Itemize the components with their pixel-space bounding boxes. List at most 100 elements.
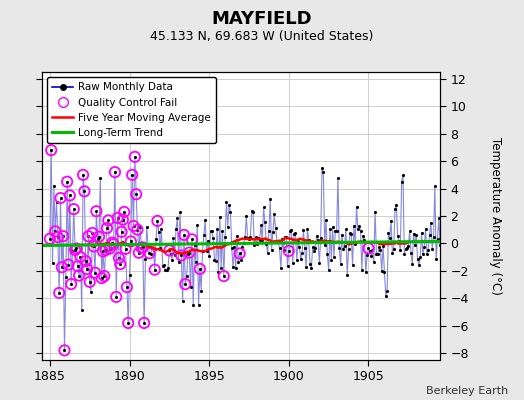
Point [122,246,130,252]
Point [352,204,361,210]
Point [372,251,380,258]
Point [195,266,204,272]
Point [70,206,78,212]
Point [135,250,143,256]
Point [130,154,139,160]
Point [344,246,353,252]
Point [217,265,225,272]
Point [400,250,409,257]
Point [275,245,283,252]
Point [195,266,204,272]
Point [389,246,398,252]
Point [264,250,272,256]
Point [250,242,258,248]
Point [82,258,90,264]
Point [110,241,118,248]
Point [383,288,391,295]
Point [220,273,228,279]
Point [105,246,114,252]
Point [132,191,140,198]
Point [117,229,126,235]
Point [392,202,400,208]
Point [387,218,395,224]
Point [60,347,69,354]
Point [281,234,289,240]
Point [185,249,193,256]
Point [406,228,414,234]
Point [341,243,349,249]
Point [312,233,321,239]
Point [262,241,270,247]
Point [297,256,305,262]
Point [91,270,99,276]
Point [122,246,130,252]
Point [244,235,252,242]
Point [336,261,345,267]
Point [153,218,161,224]
Point [85,279,94,285]
Point [298,250,307,256]
Point [139,244,147,251]
Point [127,238,135,245]
Point [391,206,399,212]
Point [80,188,89,194]
Point [187,284,195,290]
Point [179,298,187,304]
Point [274,239,282,245]
Point [210,256,219,263]
Point [330,254,338,260]
Point [113,215,122,221]
Point [239,239,248,246]
Point [152,236,160,242]
Point [100,273,108,279]
Point [85,279,94,285]
Point [82,258,90,264]
Point [130,154,139,160]
Point [51,228,59,234]
Point [46,236,54,242]
Point [120,209,128,215]
Point [143,224,151,230]
Point [188,236,196,242]
Point [90,243,98,250]
Point [354,225,362,232]
Point [421,226,430,232]
Point [67,281,75,287]
Point [161,267,170,274]
Point [47,147,56,153]
Point [229,264,237,271]
Point [72,245,81,252]
Point [206,228,215,234]
Point [266,196,275,202]
Point [181,281,190,287]
Point [252,234,260,240]
Point [117,229,126,235]
Point [48,260,57,266]
Point [364,245,373,252]
Point [363,252,372,258]
Point [302,264,310,270]
Point [115,255,123,261]
Point [443,232,451,238]
Point [433,236,442,242]
Point [222,199,231,206]
Point [205,253,213,260]
Point [88,230,96,236]
Point [55,290,63,296]
Point [47,147,56,153]
Point [409,230,418,237]
Point [110,241,118,248]
Point [103,225,111,231]
Point [269,228,277,235]
Point [164,265,172,272]
Point [408,260,417,267]
Point [99,248,107,255]
Point [127,238,135,245]
Point [233,233,241,239]
Point [66,192,74,199]
Point [299,227,308,233]
Point [286,228,294,234]
Point [316,235,325,242]
Point [431,183,439,189]
Point [157,226,166,232]
